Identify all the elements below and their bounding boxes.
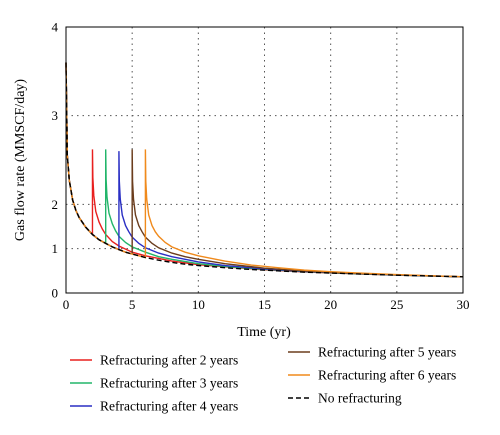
y-axis-label: Gas flow rate (MMSCF/day) bbox=[13, 79, 28, 241]
plot-frame bbox=[65, 26, 464, 294]
x-tick-label: 25 bbox=[390, 297, 403, 312]
legend-label: Refracturing after 3 years bbox=[100, 376, 238, 391]
series-line bbox=[65, 62, 464, 278]
series-line bbox=[65, 62, 464, 278]
x-tick-label: 20 bbox=[324, 297, 337, 312]
series-line-no-refracturing bbox=[65, 62, 464, 278]
x-tick-label: 0 bbox=[63, 297, 70, 312]
legend-label: Refracturing after 6 years bbox=[318, 368, 456, 383]
x-tick-label: 15 bbox=[258, 297, 271, 312]
x-tick-label: 10 bbox=[192, 297, 205, 312]
series-line bbox=[65, 62, 464, 278]
x-tick-label: 5 bbox=[129, 297, 136, 312]
legend-label: Refracturing after 4 years bbox=[100, 399, 238, 414]
x-axis-label: Time (yr) bbox=[237, 325, 291, 340]
series-lines bbox=[65, 62, 464, 278]
y-tick-label: 3 bbox=[52, 108, 59, 123]
y-tick-label: 4 bbox=[52, 20, 59, 35]
y-tick-label: 0 bbox=[52, 286, 59, 301]
legend-label: No refracturing bbox=[318, 391, 402, 406]
legend: Refracturing after 2 years Refracturing a… bbox=[70, 345, 456, 414]
x-tick-label: 30 bbox=[457, 297, 470, 312]
legend-label: Refracturing after 5 years bbox=[318, 345, 456, 360]
series-line bbox=[65, 62, 464, 278]
y-tick-label: 1 bbox=[52, 241, 59, 256]
legend-label: Refracturing after 2 years bbox=[100, 353, 238, 368]
series-line bbox=[65, 62, 464, 278]
tick-labels: 0 5 10 15 20 25 30 0 1 2 3 4 bbox=[52, 20, 470, 313]
grid bbox=[66, 27, 463, 293]
y-tick-label: 2 bbox=[52, 197, 59, 212]
